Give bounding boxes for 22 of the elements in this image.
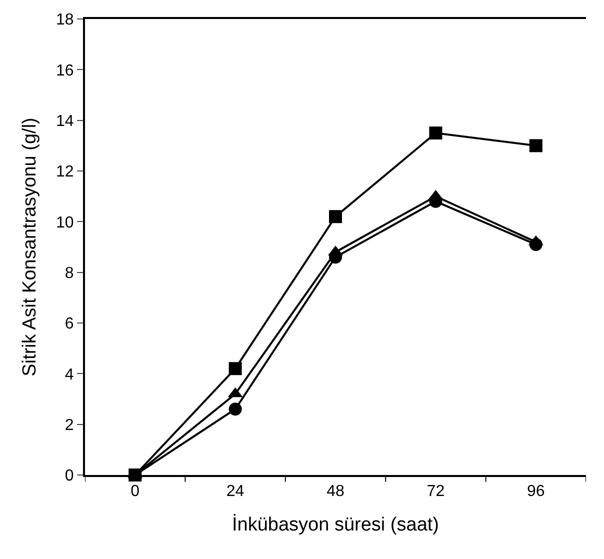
y-tick-label: 14 (56, 112, 74, 130)
point (529, 139, 542, 152)
y-tick-label: 12 (56, 164, 74, 181)
y-axis-title: Sitrik Asit Konsantrasyonu (g/l) (19, 118, 40, 376)
point (228, 402, 242, 416)
x-axis-title: İnkübasyon süresi (saat) (232, 514, 439, 536)
x-tick-label: 72 (426, 483, 445, 500)
y-tick-label: 10 (56, 214, 74, 232)
point (429, 126, 442, 140)
point (329, 210, 342, 224)
x-tick-label: 48 (326, 483, 344, 500)
x-tick-label: 24 (226, 483, 244, 500)
y-tick-label: 4 (64, 366, 74, 384)
x-tick-label: 96 (527, 483, 545, 500)
y-tick-label: 2 (64, 416, 74, 434)
y-tick-label: 16 (56, 62, 74, 80)
x-tick-label: 0 (130, 483, 140, 500)
y-tick-label: 0 (64, 468, 74, 485)
y-tick-label: 8 (64, 264, 74, 282)
y-tick-label: 18 (56, 12, 74, 29)
point (228, 362, 242, 376)
y-tick-label: 6 (64, 316, 74, 333)
